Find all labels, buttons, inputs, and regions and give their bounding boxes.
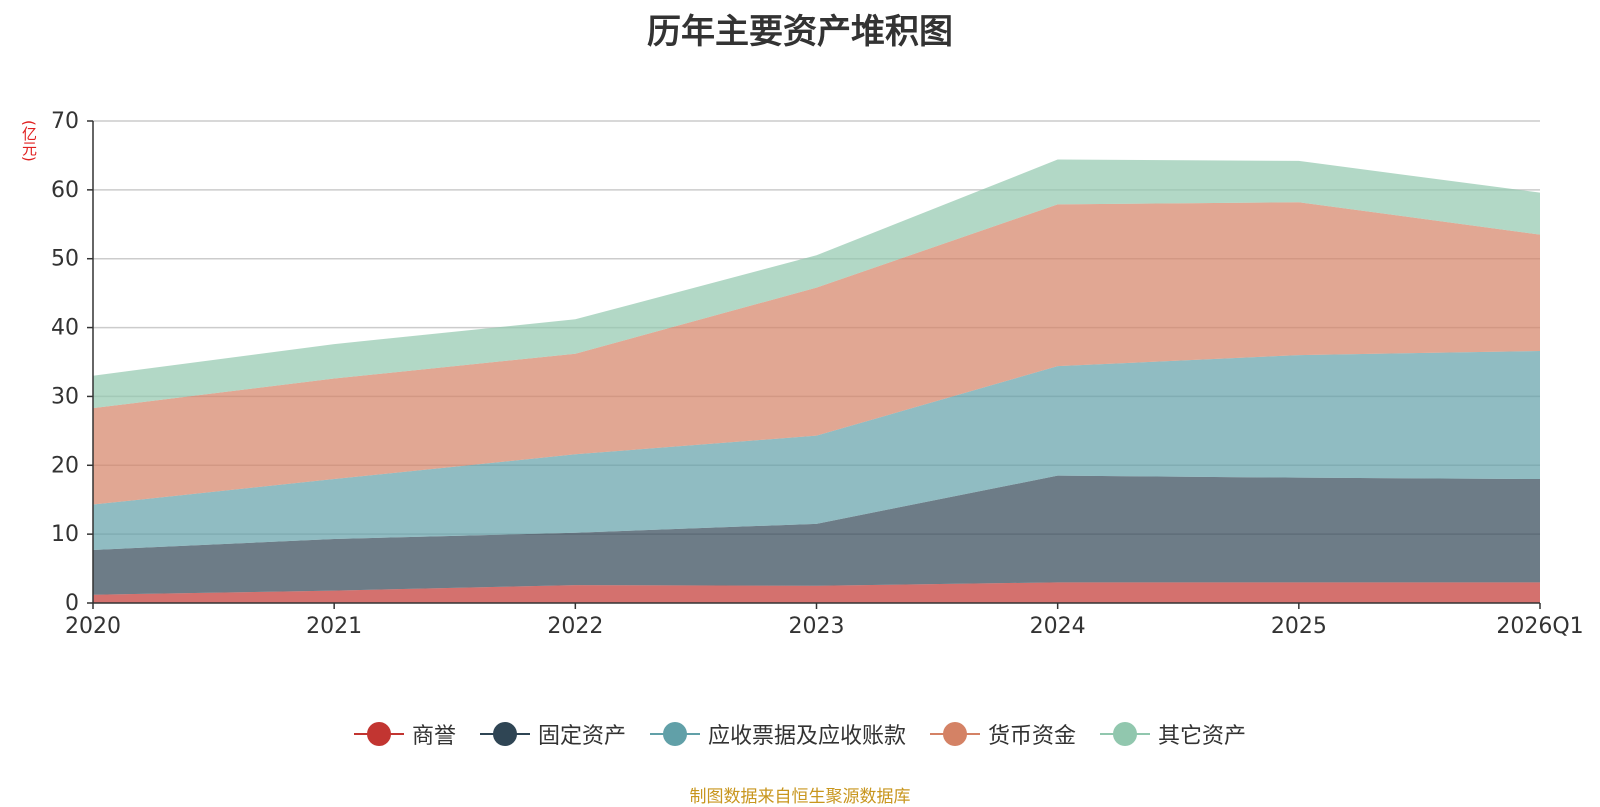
legend-item[interactable]: 固定资产 [479,718,626,750]
legend-item[interactable]: 应收票据及应收账款 [649,718,906,750]
legend-marker-icon [479,721,530,747]
y-tick-label: 60 [51,178,79,203]
legend-marker-icon [649,721,700,747]
area-货币资金 [93,202,1540,505]
legend-marker-icon [1100,721,1151,747]
y-tick-label: 30 [51,384,79,409]
y-tick-label: 50 [51,247,79,272]
x-tick-label: 2024 [1030,614,1086,639]
y-tick-label: 10 [51,522,79,547]
data-source-note: 制图数据来自恒生聚源数据库 [689,787,911,807]
x-tick-label: 2021 [306,614,362,639]
y-tick-label: 70 [51,109,79,134]
area-商誉 [93,582,1540,603]
legend-label: 商誉 [411,724,456,749]
y-tick-label: 40 [51,316,79,341]
x-tick-label: 2025 [1271,614,1327,639]
y-tick-label: 20 [51,453,79,478]
y-axis-unit-label: (亿元) [20,120,38,162]
area-应收票据及应收账款 [93,350,1540,550]
area-固定资产 [93,475,1540,595]
x-tick-label: 2022 [547,614,603,639]
x-tick-label: 2026Q1 [1496,614,1583,639]
legend-item[interactable]: 商誉 [353,718,456,750]
legend-item[interactable]: 其它资产 [1100,718,1246,750]
chart-title: 历年主要资产堆积图 [647,12,953,52]
legend-marker-icon [930,721,980,747]
legend-label: 货币资金 [988,724,1077,749]
x-tick-label: 2023 [789,614,845,639]
x-tick-label: 2020 [65,614,121,639]
legend-item[interactable]: 货币资金 [930,718,1076,750]
legend-label: 其它资产 [1158,724,1247,749]
y-tick-label: 0 [65,591,79,616]
chart-legend: 商誉 固定资产 应收票据及应收账款 货币资金 其它资产 [0,718,1600,750]
area-其它资产 [93,159,1540,409]
legend-marker-icon [353,721,404,747]
legend-label: 应收票据及应收账款 [707,724,906,749]
legend-label: 固定资产 [537,724,626,749]
